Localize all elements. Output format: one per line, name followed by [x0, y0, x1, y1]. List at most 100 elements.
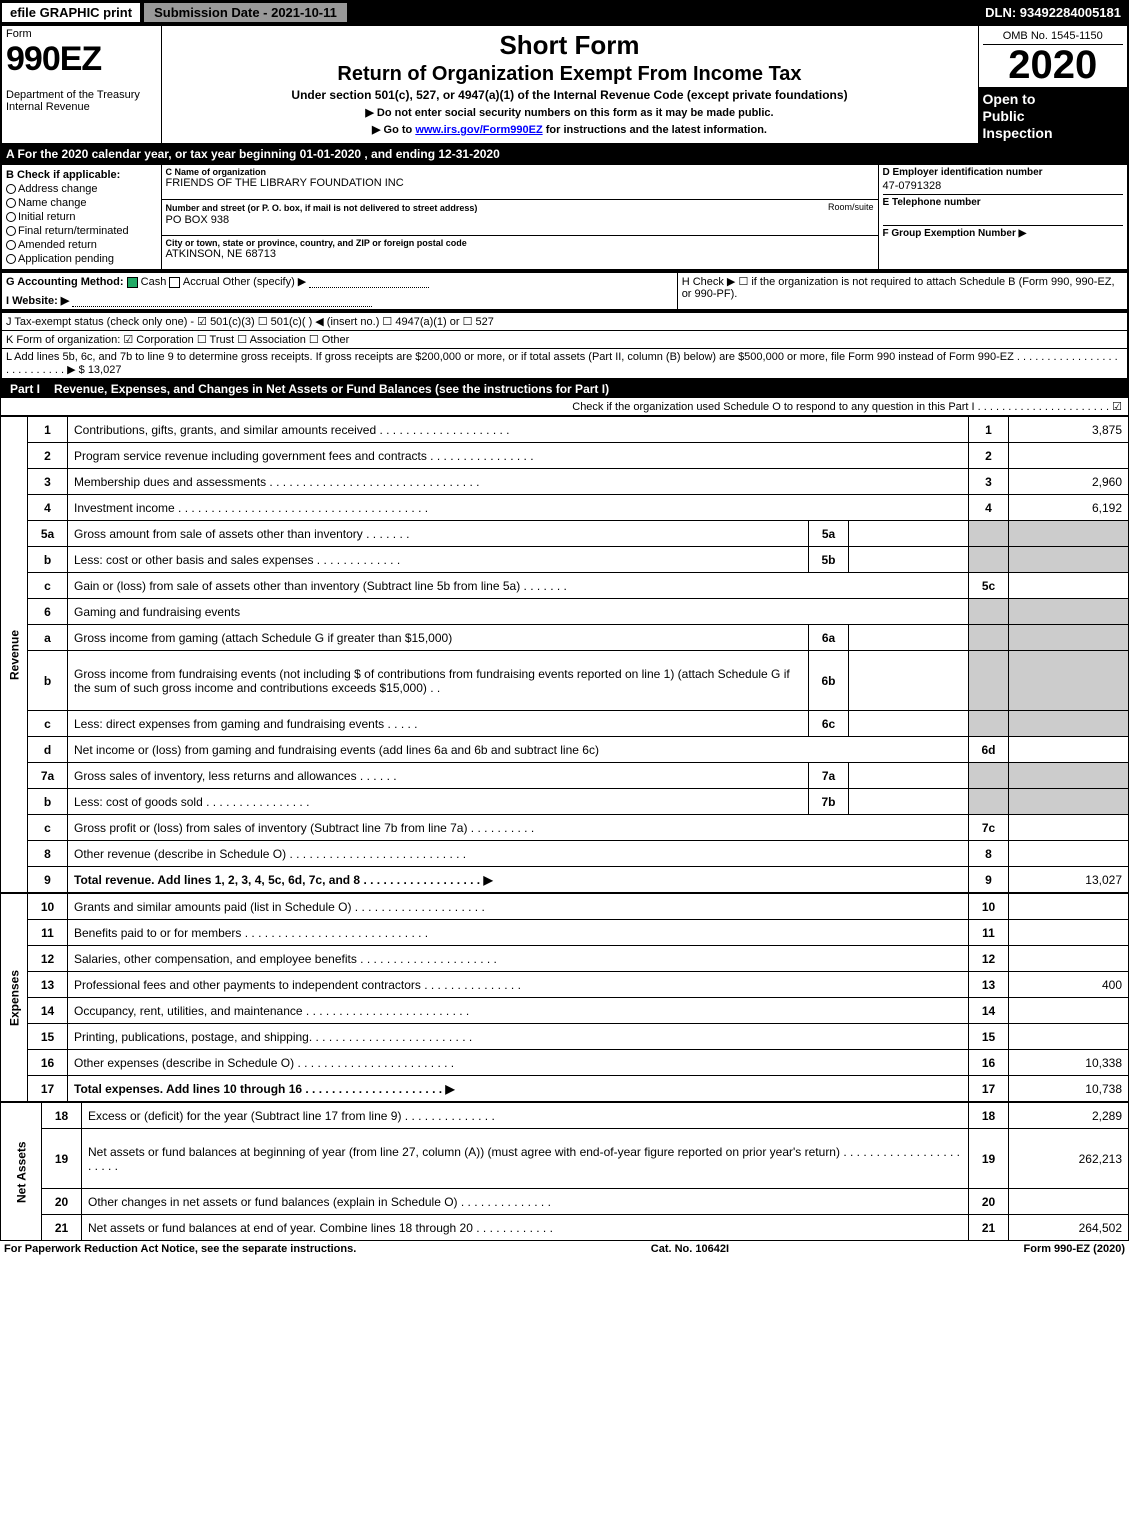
line-value [1009, 894, 1129, 920]
line-number: 5a [28, 521, 68, 547]
efile-print-label[interactable]: efile GRAPHIC print [2, 3, 140, 22]
website-label: I Website: ▶ [6, 295, 69, 307]
line-value [1009, 815, 1129, 841]
net-assets-table: Net Assets18Excess or (deficit) for the … [0, 1102, 1129, 1241]
ssn-warning: ▶ Do not enter social security numbers o… [166, 106, 974, 119]
accounting-label: G Accounting Method: [6, 276, 124, 288]
accrual-checkbox[interactable] [169, 277, 180, 288]
line-row: Revenue1Contributions, gifts, grants, an… [1, 417, 1129, 443]
line-description: Salaries, other compensation, and employ… [68, 946, 969, 972]
line-description: Total revenue. Add lines 1, 2, 3, 4, 5c,… [68, 867, 969, 893]
line-number: 16 [28, 1050, 68, 1076]
check-application-pending[interactable]: Application pending [6, 253, 157, 265]
line-ref-grey [969, 547, 1009, 573]
line-ref: 4 [969, 495, 1009, 521]
line-number: b [28, 789, 68, 815]
line-row: 9Total revenue. Add lines 1, 2, 3, 4, 5c… [1, 867, 1129, 893]
line-number: 9 [28, 867, 68, 893]
page-footer: For Paperwork Reduction Act Notice, see … [0, 1241, 1129, 1257]
line-description: Gross amount from sale of assets other t… [68, 521, 809, 547]
line-number: 14 [28, 998, 68, 1024]
check-name-change[interactable]: Name change [6, 197, 157, 209]
line-description: Contributions, gifts, grants, and simila… [68, 417, 969, 443]
sub-line-label: 6a [809, 625, 849, 651]
line-row: bGross income from fundraising events (n… [1, 651, 1129, 711]
line-value: 400 [1009, 972, 1129, 998]
line-ref: 16 [969, 1050, 1009, 1076]
org-city: ATKINSON, NE 68713 [166, 248, 874, 260]
form-header: Form 990EZ Department of the Treasury In… [0, 24, 1129, 145]
line-description: Printing, publications, postage, and shi… [68, 1024, 969, 1050]
section-a-period: A For the 2020 calendar year, or tax yea… [0, 145, 1129, 163]
line-description: Gross income from gaming (attach Schedul… [68, 625, 809, 651]
line-value: 264,502 [1009, 1215, 1129, 1241]
line-number: c [28, 815, 68, 841]
form-number: 990EZ [6, 40, 157, 79]
sub-line-label: 5a [809, 521, 849, 547]
line-ref: 15 [969, 1024, 1009, 1050]
line-number: a [28, 625, 68, 651]
line-number: 12 [28, 946, 68, 972]
line-row: 12Salaries, other compensation, and empl… [1, 946, 1129, 972]
sub-line-label: 6b [809, 651, 849, 711]
line-value-grey [1009, 711, 1129, 737]
line-number: 3 [28, 469, 68, 495]
line-description: Total expenses. Add lines 10 through 16 … [68, 1076, 969, 1102]
cash-checkbox[interactable] [127, 277, 138, 288]
line-description: Other expenses (describe in Schedule O) … [68, 1050, 969, 1076]
line-row: 6Gaming and fundraising events [1, 599, 1129, 625]
line-number: 18 [42, 1103, 82, 1129]
line-value: 2,960 [1009, 469, 1129, 495]
revenue-table: Revenue1Contributions, gifts, grants, an… [0, 416, 1129, 893]
line-ref-grey [969, 651, 1009, 711]
line-number: b [28, 547, 68, 573]
line-ref: 14 [969, 998, 1009, 1024]
line-ref-grey [969, 763, 1009, 789]
line-ref-grey [969, 521, 1009, 547]
line-value [1009, 573, 1129, 599]
org-address: PO BOX 938 [166, 214, 874, 226]
line-ref: 19 [969, 1129, 1009, 1189]
check-amended-return[interactable]: Amended return [6, 239, 157, 251]
section-label: Expenses [1, 894, 28, 1102]
line-description: Grants and similar amounts paid (list in… [68, 894, 969, 920]
line-row: bLess: cost or other basis and sales exp… [1, 547, 1129, 573]
line-ref-grey [969, 599, 1009, 625]
addr-label: Number and street (or P. O. box, if mail… [166, 203, 478, 213]
line-row: 15Printing, publications, postage, and s… [1, 1024, 1129, 1050]
line-value [1009, 1024, 1129, 1050]
line-ref: 13 [969, 972, 1009, 998]
tax-exempt-status: J Tax-exempt status (check only one) - ☑… [1, 312, 1128, 331]
check-address-change[interactable]: Address change [6, 183, 157, 195]
line-number: 15 [28, 1024, 68, 1050]
line-description: Occupancy, rent, utilities, and maintena… [68, 998, 969, 1024]
line-value-grey [1009, 625, 1129, 651]
line-row: Net Assets18Excess or (deficit) for the … [1, 1103, 1129, 1129]
expenses-table: Expenses10Grants and similar amounts pai… [0, 893, 1129, 1102]
part-i-header: Part I Revenue, Expenses, and Changes in… [0, 380, 1129, 398]
line-row: 2Program service revenue including gover… [1, 443, 1129, 469]
top-bar: efile GRAPHIC print Submission Date - 20… [0, 0, 1129, 24]
line-value: 262,213 [1009, 1129, 1129, 1189]
line-value-grey [1009, 521, 1129, 547]
sub-line-label: 6c [809, 711, 849, 737]
line-row: 20Other changes in net assets or fund ba… [1, 1189, 1129, 1215]
line-ref: 7c [969, 815, 1009, 841]
check-initial-return[interactable]: Initial return [6, 211, 157, 223]
line-ref: 9 [969, 867, 1009, 893]
line-number: 13 [28, 972, 68, 998]
line-description: Net assets or fund balances at end of ye… [82, 1215, 969, 1241]
line-ref-grey [969, 625, 1009, 651]
check-final-return[interactable]: Final return/terminated [6, 225, 157, 237]
line-value: 10,338 [1009, 1050, 1129, 1076]
return-title: Return of Organization Exempt From Incom… [166, 63, 974, 86]
line-number: 21 [42, 1215, 82, 1241]
line-number: c [28, 573, 68, 599]
submission-date: Submission Date - 2021-10-11 [144, 3, 347, 22]
sub-line-value [849, 625, 969, 651]
room-label: Room/suite [828, 202, 874, 212]
irs-link[interactable]: www.irs.gov/Form990EZ [415, 124, 542, 136]
section-label: Net Assets [1, 1103, 42, 1241]
cat-no: Cat. No. 10642I [651, 1243, 729, 1255]
line-ref: 5c [969, 573, 1009, 599]
